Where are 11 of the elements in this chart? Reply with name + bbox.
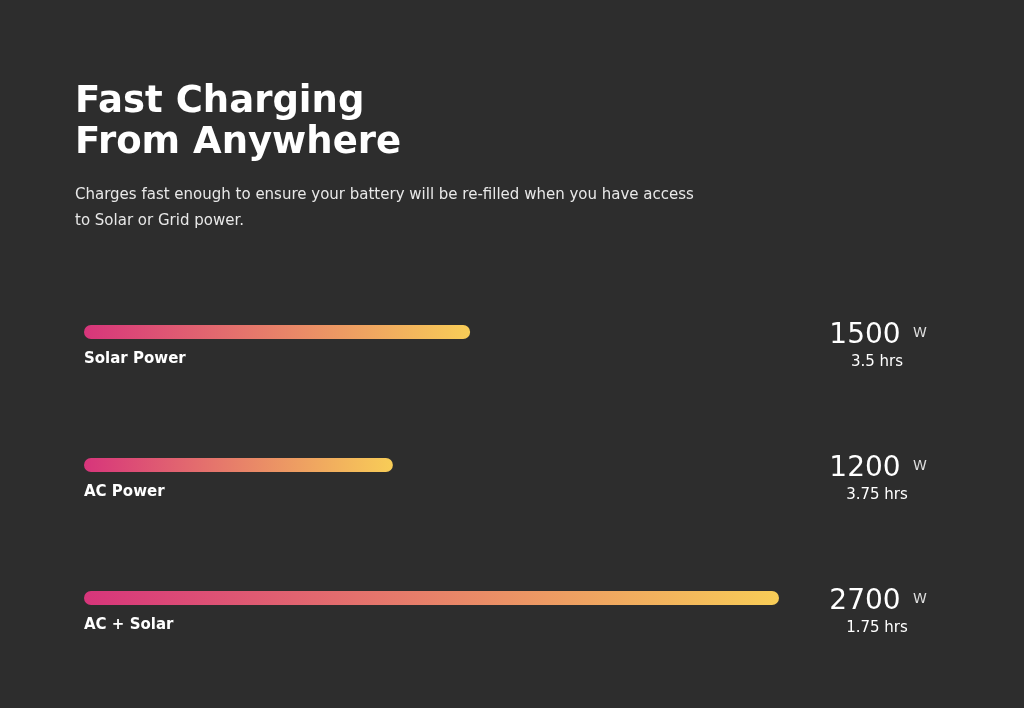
text: 3.5 hrs [850,352,904,370]
y-tick-label: AC Power [84,482,166,500]
y-tick-label: Solar Power [84,349,187,367]
data-label: 2700 W [829,583,928,616]
data-label: 1200 W [829,450,928,483]
text: 1.75 hrs [846,618,909,636]
chart-title: Fast Charging From Anywhere [75,78,402,162]
chart-subtitle: Charges fast enough to ensure your battery will be re-filled when you have access to Solar or Grid power. [75,185,695,229]
data-label: 1500 W [829,317,928,350]
text: 3.75 hrs [846,485,909,503]
y-tick-label: AC + Solar [84,615,174,633]
